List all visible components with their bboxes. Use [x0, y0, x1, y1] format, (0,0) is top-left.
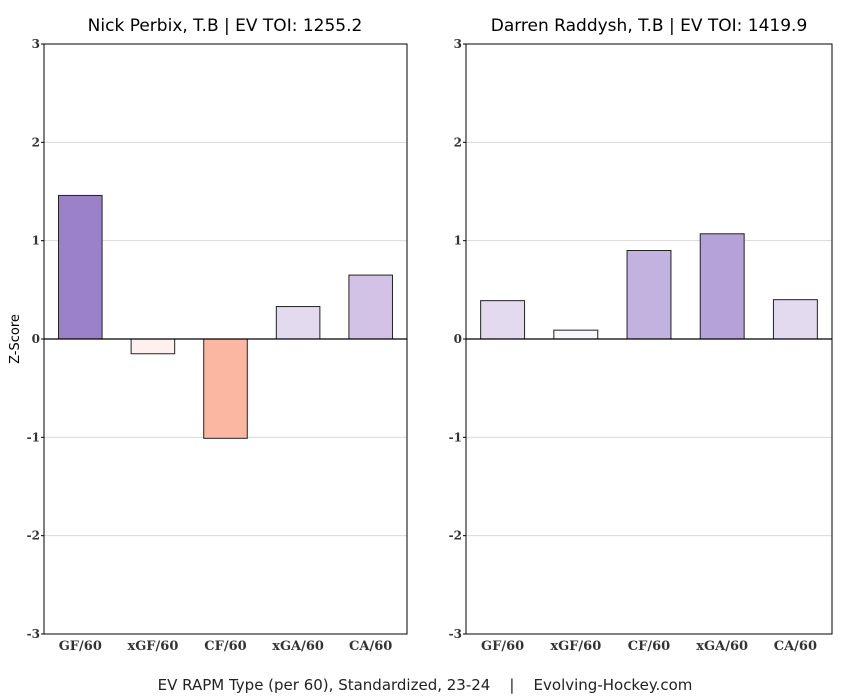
y-tick-label: 2	[454, 135, 462, 149]
plot-frame	[465, 43, 833, 635]
y-tick-label: 1	[32, 234, 40, 248]
bar-gf-per-60	[480, 300, 526, 340]
x-tick-label: CF/60	[204, 639, 246, 654]
y-tick-label: 0	[454, 332, 462, 346]
y-tick-label: 1	[454, 234, 462, 248]
bar-cf-per-60	[626, 250, 672, 340]
y-tick-label: -2	[27, 529, 40, 543]
bar-ca-per-60	[348, 274, 393, 340]
bar-xga-per-60	[275, 306, 321, 340]
x-tick-label: GF/60	[59, 639, 102, 654]
bar-xga-per-60	[699, 233, 745, 340]
y-axis-label: Z-Score	[8, 314, 23, 364]
left-panel: -3 -2 -1 0 1 2 3 GF/60 xGF/60 CF/60 xGA/60 CA/60 Nic…	[8, 16, 408, 654]
y-tick-label: -3	[27, 627, 40, 641]
chart-title: Darren Raddysh, T.B | EV TOI: 1419.9	[491, 16, 808, 36]
y-tick-label: -1	[449, 430, 462, 444]
bar-xgf-per-60	[130, 338, 176, 355]
x-tick-label: GF/60	[481, 639, 524, 654]
y-tick-label: -2	[449, 529, 462, 543]
bar-gf-per-60	[58, 194, 103, 340]
y-tick-label: -3	[449, 627, 462, 641]
x-tick-label: CA/60	[774, 639, 817, 654]
x-tick-label: CF/60	[628, 639, 670, 654]
y-tick-label: 3	[32, 37, 40, 51]
y-tick-label: 0	[32, 332, 40, 346]
bar-cf-per-60	[203, 338, 248, 439]
right-panel: -3 -2 -1 0 1 2 3 GF/60 xGF/60 CF/60 xGA/60 CA/60 Dar…	[449, 16, 833, 654]
x-tick-label: xGA/60	[272, 639, 324, 654]
y-tick-label: -1	[27, 430, 40, 444]
x-tick-label: CA/60	[349, 639, 392, 654]
y-tick-label: 2	[32, 135, 40, 149]
x-tick-label: xGF/60	[127, 639, 178, 654]
x-tick-label: xGA/60	[696, 639, 748, 654]
chart-footer: EV RAPM Type (per 60), Standardized, 23-…	[158, 676, 693, 694]
bar-ca-per-60	[772, 299, 818, 340]
plot-frame	[43, 43, 408, 635]
x-tick-label: xGF/60	[550, 639, 601, 654]
bar-xgf-per-60	[553, 329, 599, 340]
y-tick-label: 3	[454, 37, 462, 51]
chart-title: Nick Perbix, T.B | EV TOI: 1255.2	[88, 16, 363, 36]
